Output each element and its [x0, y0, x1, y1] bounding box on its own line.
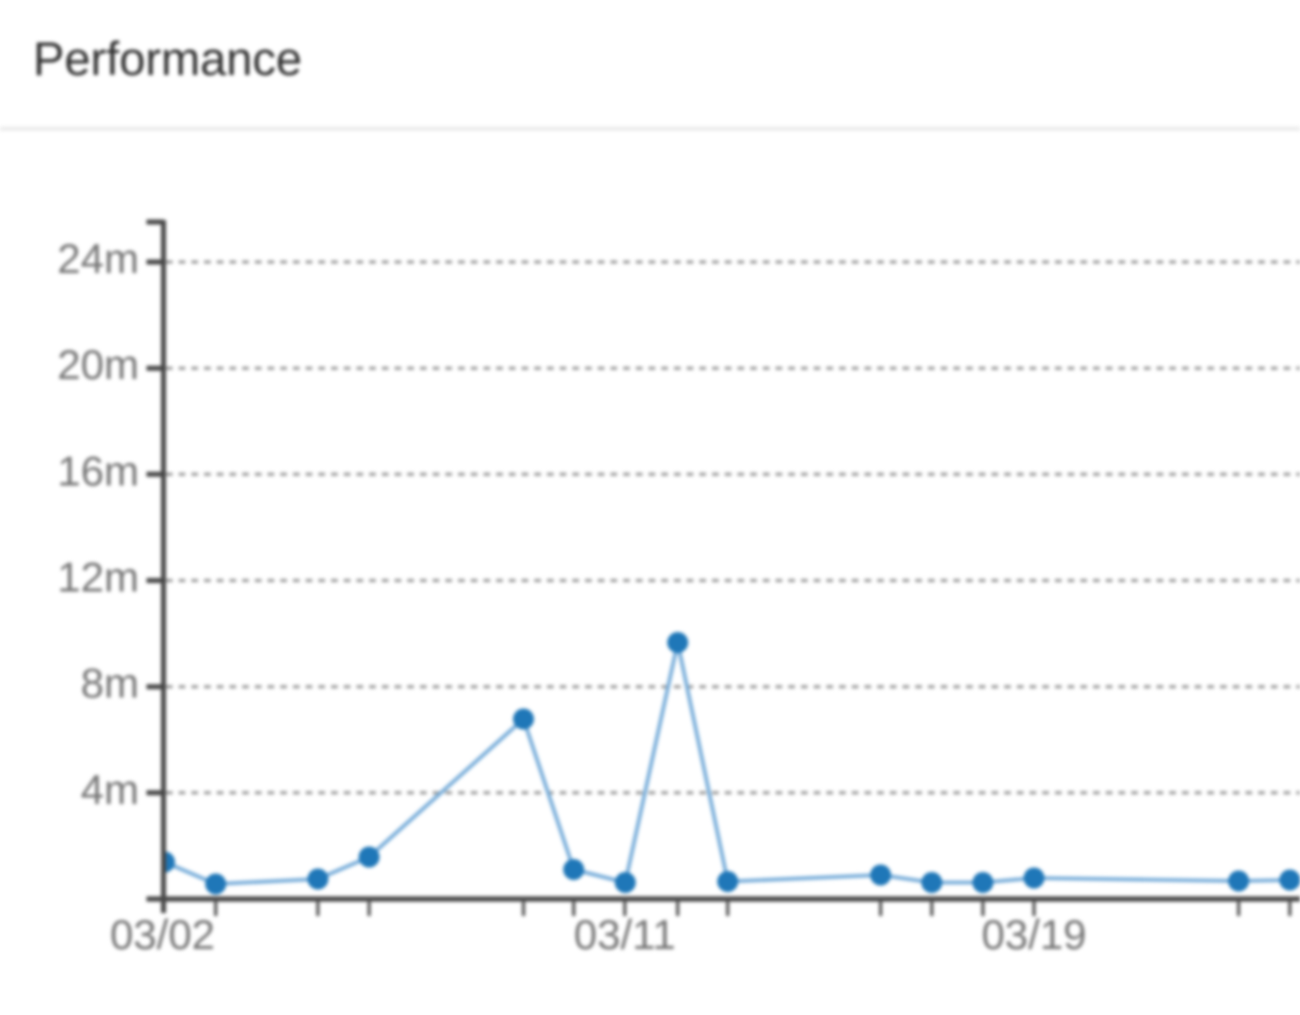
svg-text:03/11: 03/11	[574, 911, 676, 958]
svg-text:Performance: Performance	[33, 32, 302, 85]
svg-text:16m: 16m	[57, 447, 139, 494]
svg-text:24m: 24m	[57, 235, 139, 282]
svg-text:8m: 8m	[81, 660, 139, 707]
svg-text:03/02: 03/02	[110, 911, 215, 958]
svg-text:20m: 20m	[57, 341, 139, 388]
svg-text:4m: 4m	[81, 766, 139, 813]
svg-text:12m: 12m	[57, 554, 139, 601]
svg-text:03/19: 03/19	[981, 911, 1086, 958]
